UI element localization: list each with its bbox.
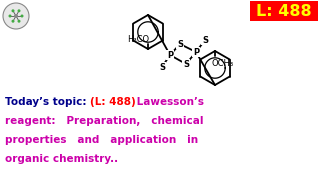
Circle shape [9, 15, 12, 17]
Circle shape [14, 14, 18, 18]
Text: P: P [193, 48, 199, 57]
Text: S: S [183, 60, 189, 69]
Circle shape [20, 15, 23, 17]
Text: S: S [202, 35, 208, 44]
Text: H₃CO: H₃CO [127, 35, 149, 44]
Text: organic chemistry..: organic chemistry.. [5, 154, 118, 164]
Text: properties   and   application   in: properties and application in [5, 135, 198, 145]
Text: reagent:   Preparation,   chemical: reagent: Preparation, chemical [5, 116, 204, 126]
Circle shape [12, 20, 14, 23]
Circle shape [12, 9, 14, 12]
Text: Lawesson’s: Lawesson’s [133, 97, 204, 107]
Text: S: S [177, 39, 183, 48]
Text: S: S [159, 62, 165, 71]
Text: (L: 488): (L: 488) [90, 97, 136, 107]
Text: OCH₃: OCH₃ [212, 58, 234, 68]
Circle shape [18, 20, 20, 23]
Circle shape [3, 3, 29, 29]
Text: Today’s topic:: Today’s topic: [5, 97, 90, 107]
Circle shape [18, 9, 20, 12]
Text: P: P [167, 51, 173, 60]
Text: L: 488: L: 488 [256, 3, 312, 19]
FancyBboxPatch shape [250, 1, 318, 21]
